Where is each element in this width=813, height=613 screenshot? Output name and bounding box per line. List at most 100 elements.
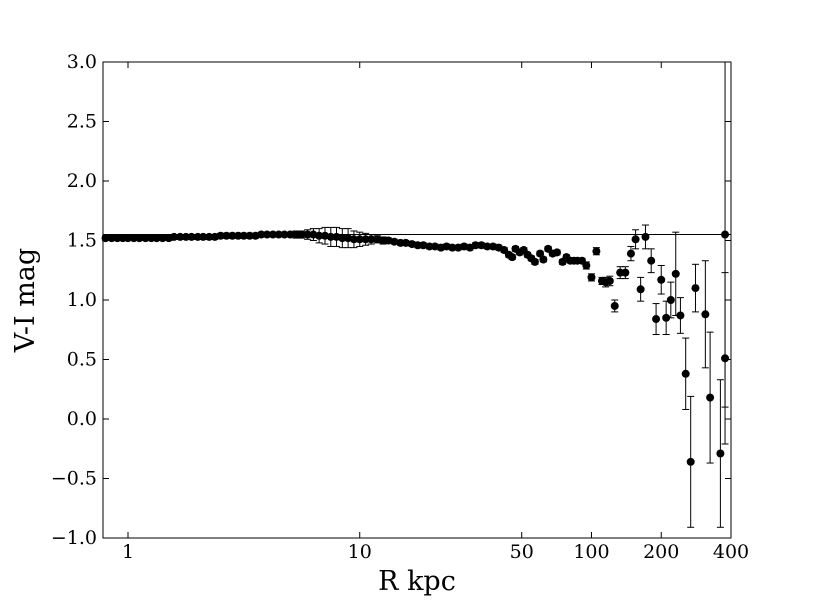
x-tick-label: 50 bbox=[510, 541, 534, 563]
point-marker bbox=[141, 234, 150, 243]
point-marker bbox=[297, 230, 306, 239]
x-axis: 1 10 50 100 200 400 bbox=[122, 62, 749, 563]
data-point bbox=[530, 257, 539, 266]
point-marker bbox=[676, 311, 685, 320]
data-point bbox=[701, 260, 710, 369]
point-marker bbox=[626, 249, 635, 258]
x-tick-label: 10 bbox=[348, 541, 372, 563]
y-tick-label: −0.5 bbox=[51, 468, 97, 490]
point-marker bbox=[158, 234, 167, 243]
y-tick-label: −1.0 bbox=[51, 527, 97, 549]
point-marker bbox=[338, 234, 347, 243]
point-marker bbox=[631, 235, 640, 244]
point-marker bbox=[187, 232, 196, 241]
data-point bbox=[641, 224, 650, 250]
point-marker bbox=[303, 230, 312, 239]
point-marker bbox=[239, 231, 248, 240]
data-point bbox=[124, 234, 133, 243]
data-point bbox=[553, 248, 562, 257]
y-tick-label: 3.0 bbox=[67, 51, 97, 73]
data-point bbox=[158, 234, 167, 243]
data-point bbox=[706, 331, 715, 464]
point-marker bbox=[367, 235, 376, 244]
data-point bbox=[662, 300, 671, 336]
point-marker bbox=[621, 268, 630, 277]
data-point bbox=[592, 247, 601, 256]
data-point bbox=[676, 297, 685, 334]
data-point bbox=[621, 266, 630, 280]
y-axis-label: V-I mag bbox=[10, 248, 41, 353]
data-point bbox=[721, 61, 730, 408]
point-marker bbox=[686, 457, 695, 466]
point-marker bbox=[274, 230, 283, 239]
point-marker bbox=[413, 241, 422, 250]
point-marker bbox=[662, 313, 671, 322]
data-point bbox=[222, 231, 231, 240]
data-point bbox=[636, 276, 645, 302]
plot-marks bbox=[101, 61, 731, 528]
point-marker bbox=[419, 241, 428, 250]
data-point bbox=[274, 230, 283, 239]
data-point bbox=[666, 281, 675, 319]
data-point bbox=[263, 230, 272, 239]
data-point bbox=[349, 230, 358, 249]
point-marker bbox=[268, 230, 277, 239]
data-point bbox=[716, 379, 725, 528]
point-marker bbox=[326, 232, 335, 241]
point-marker bbox=[483, 242, 492, 251]
point-marker bbox=[222, 231, 231, 240]
data-point bbox=[187, 232, 196, 241]
point-marker bbox=[124, 234, 133, 243]
point-marker bbox=[587, 273, 596, 282]
point-marker bbox=[666, 296, 675, 304]
point-marker bbox=[152, 234, 161, 243]
y-axis: −1.0 −0.5 0.0 0.5 1.0 1.5 2.0 2.5 3.0 bbox=[51, 51, 731, 549]
data-point bbox=[626, 245, 635, 262]
data-point bbox=[170, 232, 179, 241]
data-point bbox=[587, 273, 596, 282]
data-point bbox=[471, 241, 480, 250]
point-marker bbox=[530, 257, 539, 266]
point-marker bbox=[263, 230, 272, 239]
point-marker bbox=[681, 369, 690, 378]
data-point bbox=[216, 231, 225, 240]
data-point bbox=[582, 261, 591, 270]
data-point bbox=[315, 228, 324, 244]
point-marker bbox=[245, 231, 254, 240]
data-point bbox=[135, 234, 144, 243]
data-point bbox=[508, 253, 517, 262]
point-marker bbox=[691, 284, 700, 293]
x-tick-label: 200 bbox=[643, 541, 679, 563]
point-marker bbox=[716, 449, 725, 458]
point-marker bbox=[592, 247, 601, 256]
x-tick-label: 100 bbox=[573, 541, 609, 563]
point-marker bbox=[471, 241, 480, 250]
data-point bbox=[390, 237, 399, 246]
data-point bbox=[367, 234, 376, 245]
point-marker bbox=[286, 230, 295, 239]
data-point bbox=[286, 230, 295, 239]
point-marker bbox=[176, 232, 185, 241]
data-point bbox=[647, 248, 656, 274]
data-point bbox=[234, 231, 243, 240]
point-marker bbox=[129, 234, 138, 243]
x-tick-label: 400 bbox=[713, 541, 749, 563]
point-marker bbox=[657, 275, 666, 284]
data-point bbox=[631, 229, 640, 250]
point-marker bbox=[257, 230, 266, 239]
data-point bbox=[691, 263, 700, 313]
point-marker bbox=[706, 393, 715, 402]
point-marker bbox=[671, 269, 680, 278]
point-marker bbox=[205, 232, 214, 241]
point-marker bbox=[216, 231, 225, 240]
data-point bbox=[292, 230, 301, 239]
data-point bbox=[297, 230, 306, 239]
point-marker bbox=[636, 285, 645, 294]
data-point bbox=[605, 275, 614, 287]
point-marker bbox=[315, 231, 324, 240]
x-axis-label: R kpc bbox=[378, 566, 456, 597]
point-marker bbox=[390, 237, 399, 246]
y-tick-label: 1.5 bbox=[67, 230, 97, 252]
point-marker bbox=[610, 301, 619, 310]
point-marker bbox=[701, 310, 710, 319]
